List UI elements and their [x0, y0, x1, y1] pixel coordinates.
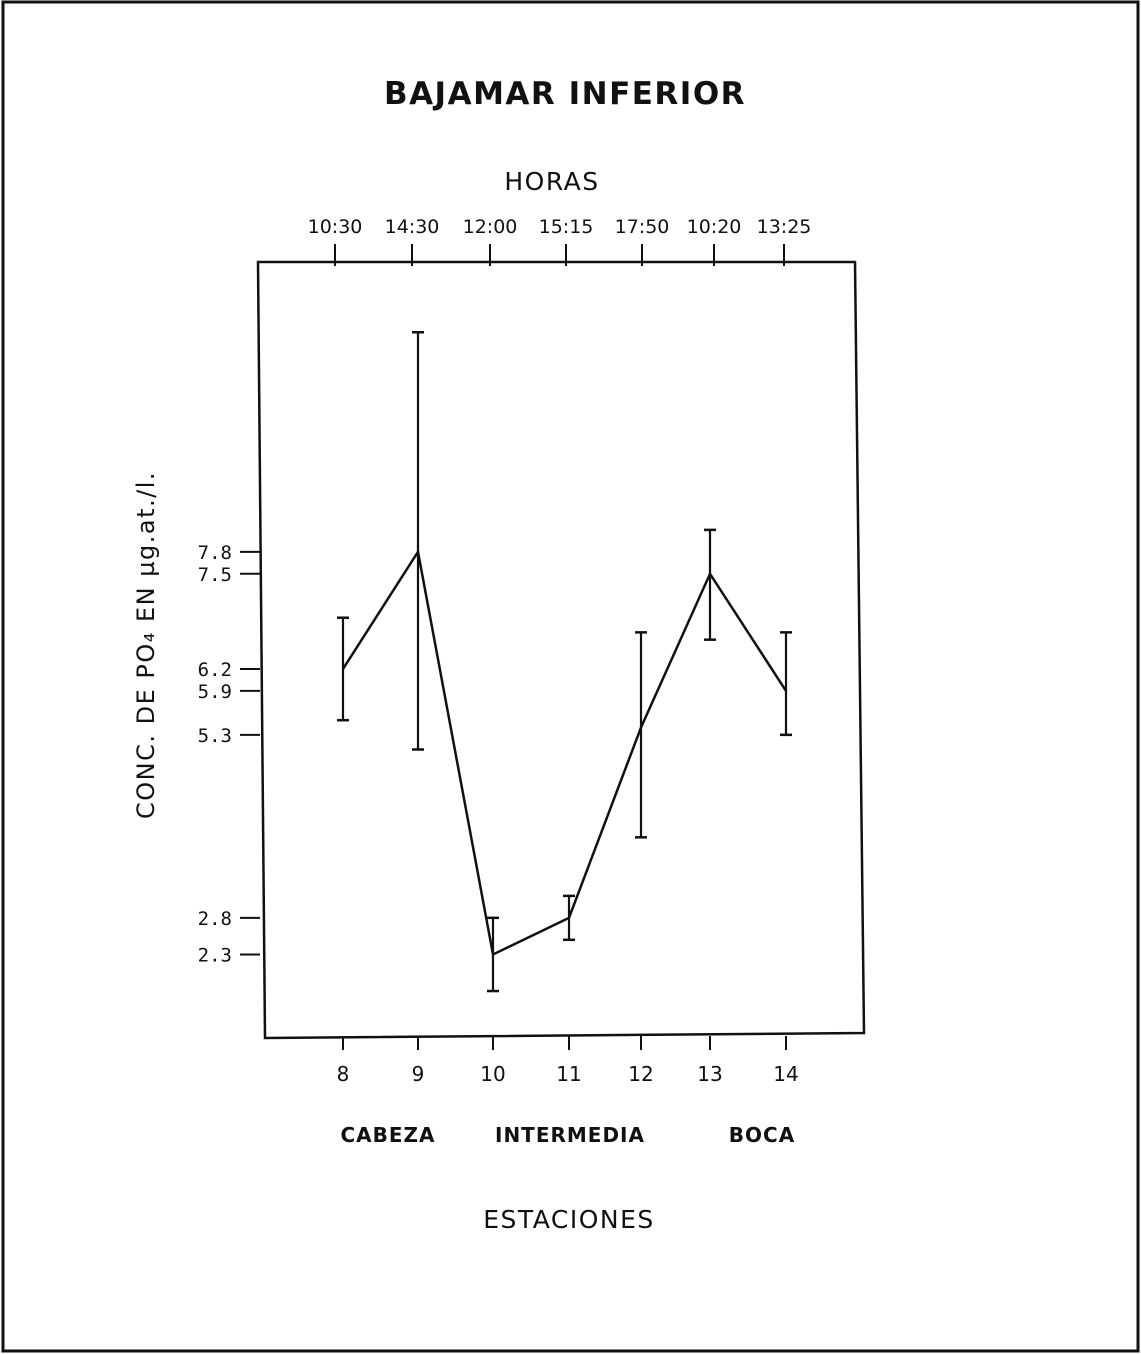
region-label-cabeza: CABEZA: [340, 1123, 435, 1147]
y-axis-tick-label: 7.8: [198, 542, 232, 564]
series-line: [341, 548, 788, 957]
top-axis-tick-label: 10:30: [308, 216, 363, 238]
x-axis-tick-label: 12: [628, 1062, 653, 1086]
chart-marks: 10:30 14:30 12:00 15:15 17:50 10:20 13:25 7.87.…: [198, 216, 812, 1086]
top-axis-tick-label: 12:00: [463, 216, 518, 238]
y-axis-tick-label: 2.3: [198, 944, 232, 966]
region-label-boca: BOCA: [729, 1123, 795, 1147]
y-axis-label: CONC. DE PO₄ EN µg.at./l.: [132, 471, 160, 819]
chart-title: BAJAMAR INFERIOR: [384, 76, 746, 112]
y-axis-tick-label: 6.2: [198, 659, 232, 681]
x-axis-tick-label: 9: [412, 1062, 425, 1086]
y-axis-tick-label: 7.5: [198, 564, 232, 586]
top-axis-tick-label: 15:15: [539, 216, 594, 238]
region-label-intermedia: INTERMEDIA: [495, 1123, 645, 1147]
y-axis-tick-label: 5.3: [198, 725, 232, 747]
y-axis-tick-label: 2.8: [198, 908, 232, 930]
x-axis-label: ESTACIONES: [483, 1205, 655, 1234]
top-axis-tick-label: 14:30: [385, 216, 440, 238]
x-axis-tick-label: 13: [697, 1062, 722, 1086]
x-axis-tick-label: 8: [337, 1062, 350, 1086]
top-axis-tick-label: 13:25: [757, 216, 812, 238]
top-axis-label: HORAS: [504, 167, 599, 196]
x-axis-tick-label: 11: [556, 1062, 581, 1086]
x-axis-tick-label: 14: [773, 1062, 798, 1086]
y-axis-tick-label: 5.9: [198, 681, 232, 703]
x-axis-tick-label: 10: [480, 1062, 505, 1086]
top-axis-tick-label: 10:20: [687, 216, 742, 238]
plot-frame: [256, 260, 866, 1040]
top-axis-tick-label: 17:50: [615, 216, 670, 238]
